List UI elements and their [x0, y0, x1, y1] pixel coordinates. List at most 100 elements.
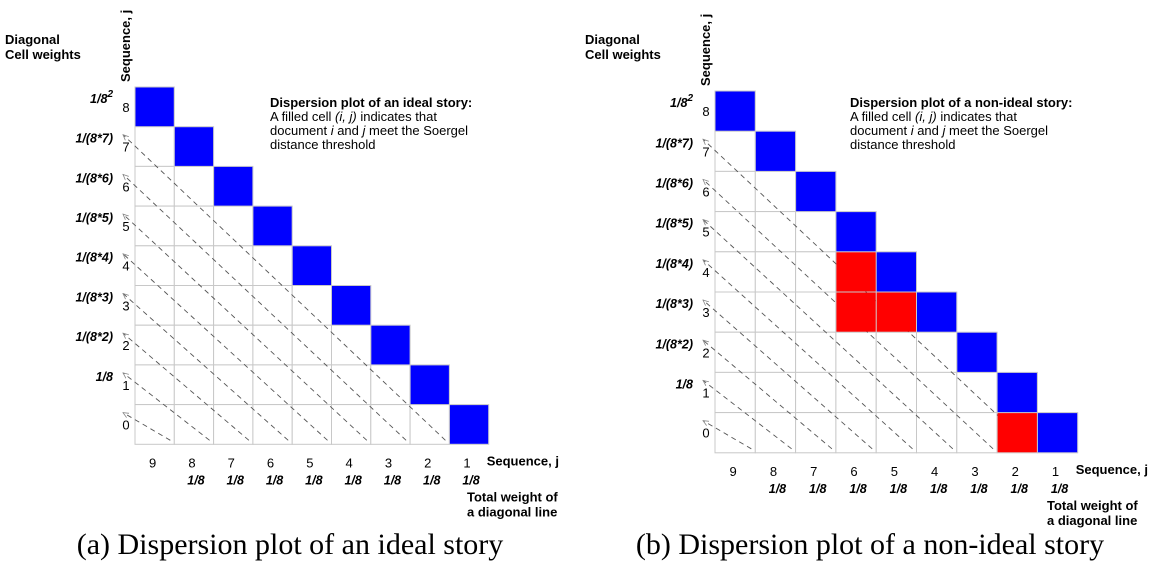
column-label: 4 — [346, 455, 353, 470]
grid-cell — [754, 170, 797, 213]
column-label: 1 — [463, 455, 470, 470]
row-label: 7 — [122, 140, 129, 155]
grid-cell — [134, 404, 175, 445]
grid-cell — [291, 364, 333, 406]
grid-cell — [714, 331, 756, 373]
diagonal-line — [123, 254, 328, 441]
grid-cell — [714, 130, 756, 172]
description-title: Dispersion plot of a non-ideal story: — [850, 95, 1072, 110]
filled-cell-blue — [174, 127, 214, 166]
grid-cell — [134, 324, 175, 366]
column-label: 4 — [931, 464, 938, 479]
grid-cell — [213, 285, 254, 326]
filled-cell-red — [836, 252, 876, 292]
row-weight: 1/(8*4) — [655, 257, 693, 271]
column-weight: 1/8 — [1051, 482, 1068, 496]
total-weight-label: Total weight of — [1047, 498, 1138, 513]
diagonal-line — [123, 174, 407, 441]
diagonal-line — [703, 260, 913, 450]
grid-cell — [714, 291, 756, 333]
grid-cell — [714, 371, 756, 414]
column-label: 6 — [850, 464, 857, 479]
grid-cell — [875, 371, 918, 414]
grid-cell — [331, 364, 372, 406]
grid-cell — [252, 324, 293, 366]
total-weight-label: a diagonal line — [1047, 513, 1137, 528]
total-weight-label: a diagonal line — [467, 504, 557, 519]
grid-cell — [795, 251, 837, 293]
diagonal-line — [703, 380, 792, 450]
grid-cell — [754, 412, 797, 454]
column-weight: 1/8 — [1011, 482, 1028, 496]
filled-cell-blue — [957, 332, 997, 372]
column-label: 8 — [188, 455, 195, 470]
row-weight: 1/(8*6) — [655, 177, 693, 191]
column-label: 3 — [971, 464, 978, 479]
row-label: 8 — [122, 100, 129, 115]
column-weight: 1/8 — [227, 473, 244, 487]
row-weight: 1/(8*2) — [655, 337, 693, 351]
description-line: A filled cell (i, j) indicates that — [850, 109, 1017, 124]
row-weight: 1/(8*3) — [75, 290, 113, 304]
x-axis-label: Sequence, j — [1076, 462, 1148, 477]
column-label: 1 — [1052, 464, 1059, 479]
row-label: 1 — [702, 386, 709, 401]
filled-cell-blue — [755, 131, 796, 171]
filled-cell-blue — [715, 91, 755, 131]
column-weight: 1/8 — [344, 473, 361, 487]
grid-cell — [714, 170, 756, 213]
grid-cell — [252, 285, 293, 326]
weights-title: Cell weights — [585, 47, 661, 62]
grid-cell — [754, 251, 797, 293]
row-weight: 1/(8*4) — [75, 251, 113, 265]
row-label: 5 — [702, 225, 709, 240]
grid-cell — [173, 364, 215, 406]
grid-cell — [252, 245, 293, 287]
column-weight: 1/8 — [384, 473, 401, 487]
row-weight: 1/82 — [670, 93, 693, 110]
filled-cell-blue — [292, 246, 331, 285]
row-weight: 1/(8*5) — [655, 217, 693, 231]
row-label: 0 — [122, 417, 129, 432]
column-label: 9 — [730, 464, 737, 479]
column-weight: 1/8 — [187, 473, 204, 487]
filled-cell-blue — [796, 171, 836, 212]
column-weight: 1/8 — [266, 473, 283, 487]
filled-cell-blue — [332, 286, 371, 325]
row-label: 4 — [702, 265, 709, 280]
diagonal-line — [123, 373, 210, 441]
row-weight: 1/(8*7) — [655, 136, 693, 150]
column-label: 7 — [810, 464, 817, 479]
column-weight: 1/8 — [305, 473, 322, 487]
column-weight: 1/8 — [462, 473, 479, 487]
grid-cell — [370, 364, 411, 406]
grid-cell — [714, 412, 756, 454]
panel-a: 8765432101/821/(8*7)1/(8*6)1/(8*5)1/(8*4… — [5, 10, 559, 561]
grid-cell — [173, 324, 215, 366]
diagonal-line — [123, 294, 289, 441]
filled-cell-red — [997, 413, 1037, 453]
grid-cell — [134, 126, 175, 167]
row-weight: 1/82 — [90, 89, 113, 106]
filled-cell-blue — [135, 87, 174, 127]
grid-cell — [252, 364, 293, 406]
grid-cell — [173, 205, 215, 247]
row-label: 6 — [702, 185, 709, 200]
grid-cell — [213, 324, 254, 366]
grid-cell — [875, 331, 918, 373]
grid-cell — [754, 371, 797, 414]
panel-b: 8765432101/821/(8*7)1/(8*6)1/(8*5)1/(8*4… — [585, 14, 1148, 561]
column-label: 5 — [306, 455, 313, 470]
row-label: 7 — [702, 144, 709, 159]
column-weight: 1/8 — [930, 482, 947, 496]
column-weight: 1/8 — [970, 482, 987, 496]
column-weight: 1/8 — [849, 482, 866, 496]
grid-cell — [134, 364, 175, 406]
grid-cell — [291, 324, 333, 366]
diagonal-line — [123, 135, 446, 441]
filled-cell-blue — [1037, 413, 1078, 453]
grid-cell — [795, 331, 837, 373]
figure-caption: (b) Dispersion plot of a non-ideal story — [636, 528, 1104, 561]
filled-cell-blue — [214, 166, 253, 206]
column-label: 9 — [149, 455, 156, 470]
